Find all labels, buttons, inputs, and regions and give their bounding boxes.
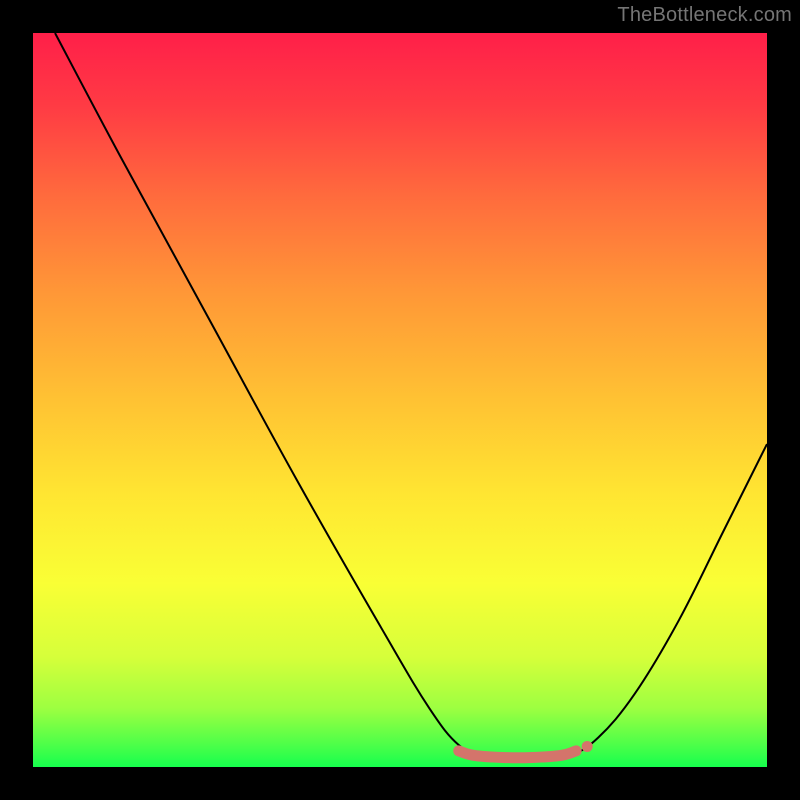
optimal-end-dot <box>582 741 593 752</box>
plot-area <box>33 33 767 767</box>
curves-layer <box>33 33 767 767</box>
bottleneck-curve <box>55 33 767 762</box>
optimal-range-marker <box>459 751 576 758</box>
attribution-label: TheBottleneck.com <box>617 4 792 27</box>
chart-frame: TheBottleneck.com <box>0 0 800 800</box>
